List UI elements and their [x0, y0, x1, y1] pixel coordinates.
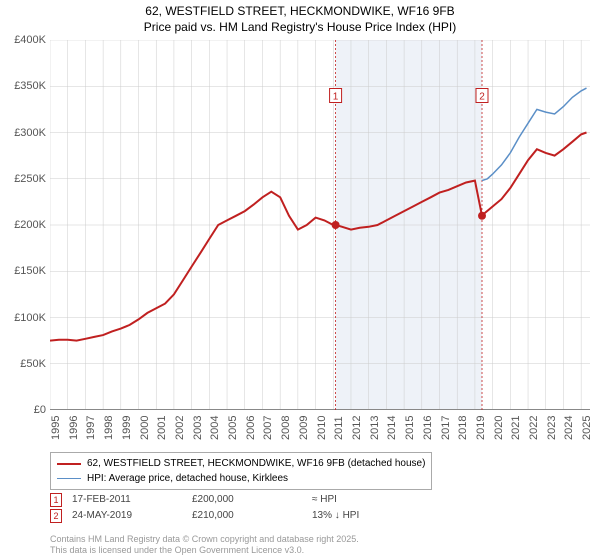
- legend-label: 62, WESTFIELD STREET, HECKMONDWIKE, WF16…: [87, 456, 425, 471]
- chart-svg: 12: [50, 40, 590, 410]
- y-tick-label: £250K: [14, 173, 46, 185]
- y-tick-label: £0: [34, 404, 46, 416]
- svg-text:2: 2: [479, 92, 485, 103]
- x-tick-label: 2008: [280, 416, 292, 440]
- x-tick-label: 2020: [493, 416, 505, 440]
- footer-line-2: This data is licensed under the Open Gov…: [50, 545, 304, 555]
- sale-row: 1 17-FEB-2011£200,000≈ HPI: [50, 492, 402, 508]
- sale-price: £210,000: [192, 508, 312, 524]
- x-tick-label: 1997: [85, 416, 97, 440]
- x-axis: 1995 1996 1997 1998 1999 2000 2001 2002 2003 2004…: [50, 412, 590, 452]
- legend-swatch: [57, 463, 81, 465]
- legend-label: HPI: Average price, detached house, Kirk…: [87, 471, 288, 486]
- x-tick-label: 2025: [581, 416, 593, 440]
- chart-title: 62, WESTFIELD STREET, HECKMONDWIKE, WF16…: [0, 0, 600, 35]
- y-tick-label: £50K: [20, 358, 46, 370]
- y-axis: £0£50K£100K£150K£200K£250K£300K£350K£400…: [0, 40, 50, 410]
- x-tick-label: 2006: [245, 416, 257, 440]
- y-tick-label: £400K: [14, 34, 46, 46]
- x-tick-label: 2012: [351, 416, 363, 440]
- x-tick-label: 2007: [262, 416, 274, 440]
- x-tick-label: 2019: [475, 416, 487, 440]
- sale-row: 2 24-MAY-2019£210,00013% ↓ HPI: [50, 508, 402, 524]
- x-tick-label: 2024: [563, 416, 575, 440]
- title-line-1: 62, WESTFIELD STREET, HECKMONDWIKE, WF16…: [145, 4, 454, 18]
- x-tick-label: 2022: [528, 416, 540, 440]
- sale-delta: 13% ↓ HPI: [312, 508, 402, 524]
- plot-area: 12: [50, 40, 590, 410]
- x-tick-label: 2010: [316, 416, 328, 440]
- legend-row: 62, WESTFIELD STREET, HECKMONDWIKE, WF16…: [57, 456, 425, 471]
- sale-delta: ≈ HPI: [312, 492, 402, 508]
- sale-date: 17-FEB-2011: [72, 492, 192, 508]
- sale-marker-box: 2: [50, 509, 62, 523]
- x-tick-label: 2009: [298, 416, 310, 440]
- title-line-2: Price paid vs. HM Land Registry's House …: [144, 20, 456, 34]
- x-tick-label: 2003: [192, 416, 204, 440]
- x-tick-label: 1996: [68, 416, 80, 440]
- x-tick-label: 2018: [457, 416, 469, 440]
- x-tick-label: 2016: [422, 416, 434, 440]
- sales-table: 1 17-FEB-2011£200,000≈ HPI 2 24-MAY-2019£21…: [50, 492, 402, 524]
- x-tick-label: 2014: [386, 416, 398, 440]
- x-tick-label: 2001: [156, 416, 168, 440]
- svg-text:1: 1: [333, 92, 339, 103]
- x-tick-label: 2021: [510, 416, 522, 440]
- sale-date: 24-MAY-2019: [72, 508, 192, 524]
- y-tick-label: £300K: [14, 127, 46, 139]
- footer-line-1: Contains HM Land Registry data © Crown c…: [50, 534, 359, 544]
- x-tick-label: 2023: [546, 416, 558, 440]
- sale-marker-box: 1: [50, 493, 62, 507]
- footer-attribution: Contains HM Land Registry data © Crown c…: [50, 534, 359, 556]
- legend-row: HPI: Average price, detached house, Kirk…: [57, 471, 425, 486]
- x-tick-label: 2017: [440, 416, 452, 440]
- x-tick-label: 2000: [139, 416, 151, 440]
- x-tick-label: 2015: [404, 416, 416, 440]
- legend-swatch: [57, 478, 81, 479]
- x-tick-label: 2004: [209, 416, 221, 440]
- y-tick-label: £150K: [14, 265, 46, 277]
- sale-price: £200,000: [192, 492, 312, 508]
- y-tick-label: £350K: [14, 80, 46, 92]
- legend: 62, WESTFIELD STREET, HECKMONDWIKE, WF16…: [50, 452, 432, 490]
- x-tick-label: 2005: [227, 416, 239, 440]
- chart-container: 62, WESTFIELD STREET, HECKMONDWIKE, WF16…: [0, 0, 600, 560]
- x-tick-label: 2002: [174, 416, 186, 440]
- x-tick-label: 2013: [369, 416, 381, 440]
- y-tick-label: £100K: [14, 312, 46, 324]
- x-tick-label: 1995: [50, 416, 62, 440]
- y-tick-label: £200K: [14, 219, 46, 231]
- x-tick-label: 1999: [121, 416, 133, 440]
- x-tick-label: 2011: [333, 416, 345, 440]
- x-tick-label: 1998: [103, 416, 115, 440]
